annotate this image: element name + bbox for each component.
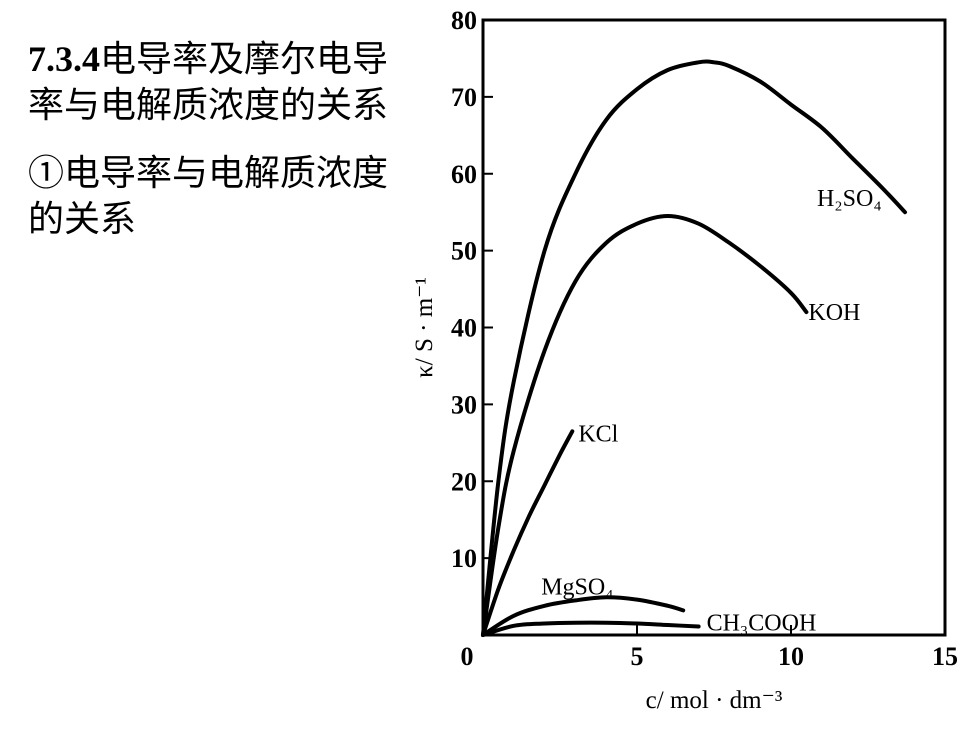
y-tick-label: 50	[451, 237, 477, 266]
x-tick-label: 15	[932, 642, 958, 671]
series-label: CH₃COOH	[707, 611, 817, 637]
subheading: ①电导率与电解质浓度的关系	[28, 153, 389, 239]
section-heading: 7.3.4电导率及摩尔电导率与电解质浓度的关系	[28, 36, 388, 128]
section-number: 7.3.4	[28, 39, 100, 79]
x-tick-label: 5	[631, 642, 644, 671]
x-tick-label: 0	[461, 642, 474, 671]
y-tick-label: 60	[451, 160, 477, 189]
y-tick-label: 20	[451, 467, 477, 496]
text-panel: 7.3.4电导率及摩尔电导率与电解质浓度的关系 ①电导率与电解质浓度的关系	[28, 36, 388, 242]
series-line	[481, 620, 701, 637]
y-axis-label: κ/ S · m⁻¹	[411, 277, 438, 378]
y-tick-label: 70	[451, 83, 477, 112]
y-tick-label: 40	[451, 314, 477, 343]
x-tick-label: 10	[778, 642, 804, 671]
series-line	[481, 429, 575, 637]
series-label: KOH	[808, 300, 860, 326]
section-title: 电导率及摩尔电导率与电解质浓度的关系	[28, 39, 389, 125]
series-line	[481, 214, 809, 637]
series-label: H₂SO₄	[817, 186, 882, 212]
series-label: MgSO₄	[541, 574, 613, 600]
series-label: KCl	[578, 421, 618, 447]
series-line	[481, 595, 686, 637]
y-tick-label: 30	[451, 390, 477, 419]
series-line	[481, 59, 907, 637]
y-tick-label: 80	[451, 6, 477, 35]
x-axis-label: c/ mol · dm⁻³	[646, 687, 783, 714]
y-tick-label: 10	[451, 544, 477, 573]
